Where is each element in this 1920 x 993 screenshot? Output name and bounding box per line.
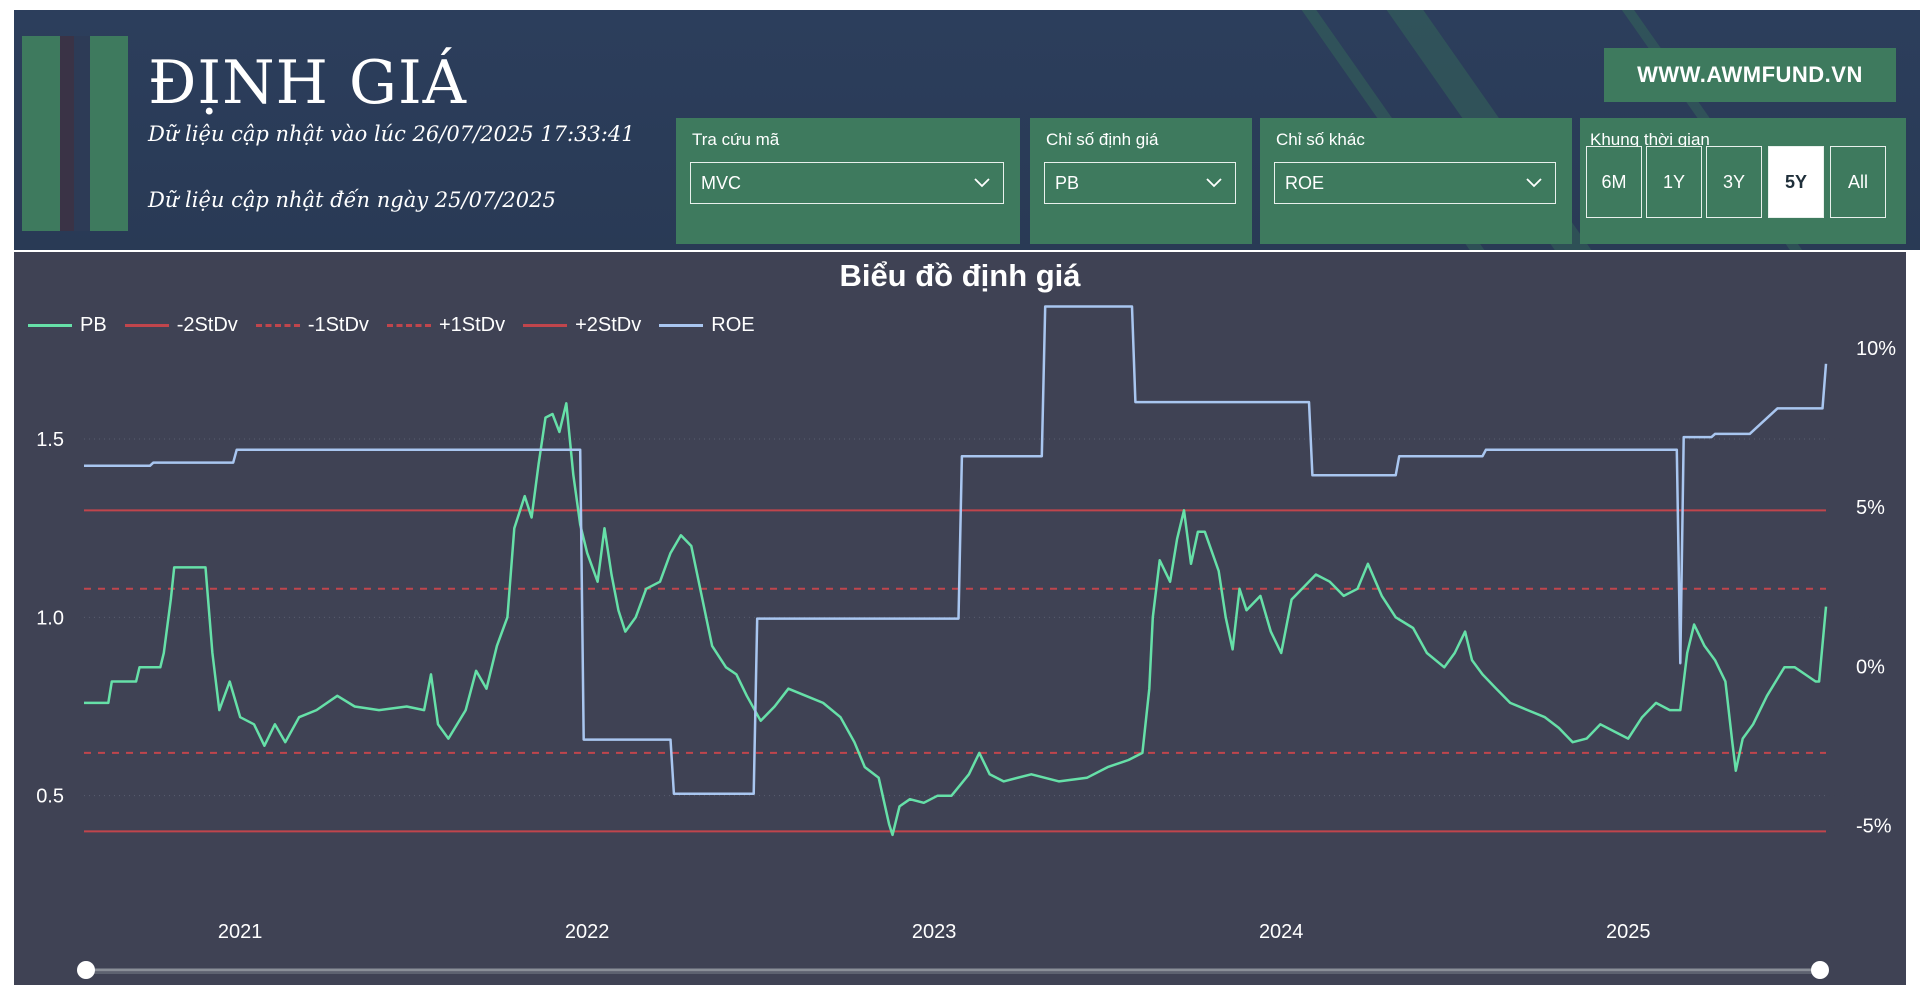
legend-item[interactable]: -2StDv — [124, 314, 238, 337]
x-tick-label: 2024 — [1259, 921, 1304, 943]
legend-item[interactable]: PB — [28, 314, 107, 337]
chevron-down-icon — [1526, 178, 1542, 188]
timeframe-button-1y[interactable]: 1Y — [1646, 146, 1702, 218]
x-tick-label: 2023 — [912, 921, 957, 943]
logo — [22, 36, 128, 231]
chart-legend: PB -2StDv -1StDv +1StDv +2StDv ROE — [28, 314, 773, 337]
chevron-down-icon — [1206, 178, 1222, 188]
legend-swatch — [523, 324, 568, 327]
legend-swatch — [386, 324, 431, 327]
other-filter-label: Chỉ số khác — [1276, 130, 1365, 149]
y-right-tick-label: 10% — [1856, 338, 1896, 360]
series-line-pb — [84, 402, 1828, 837]
legend-swatch — [124, 324, 169, 327]
legend-label: PB — [80, 314, 107, 336]
other-select[interactable]: ROE — [1274, 162, 1556, 204]
ticker-select[interactable]: MVC — [690, 162, 1004, 204]
legend-item[interactable]: +2StDv — [523, 314, 641, 337]
series-line-roe — [84, 305, 1828, 796]
ticker-select-value: MVC — [701, 172, 741, 193]
y-right-tick-label: 0% — [1856, 656, 1885, 678]
y-right-tick-label: -5% — [1856, 816, 1892, 838]
timeframe-button-6m[interactable]: 6M — [1586, 146, 1642, 218]
other-select-value: ROE — [1285, 172, 1325, 193]
legend-label: +1StDv — [438, 314, 506, 336]
data-until-text: Dữ liệu cập nhật đến ngày 25/07/2025 — [148, 188, 556, 212]
legend-item[interactable]: +1StDv — [386, 314, 506, 337]
legend-swatch — [255, 324, 300, 327]
valuation-select-value: PB — [1055, 172, 1080, 193]
timeframe-button-3y[interactable]: 3Y — [1706, 146, 1762, 218]
legend-label: ROE — [711, 314, 755, 336]
valuation-filter-label: Chỉ số định giá — [1046, 130, 1159, 149]
y-right-tick-label: 5% — [1856, 497, 1885, 519]
website-link[interactable]: WWW.AWMFUND.VN — [1604, 48, 1896, 102]
ticker-filter-panel: Tra cứu mã MVC — [676, 118, 1020, 244]
y-left-tick-label: 1.5 — [36, 429, 64, 451]
y-left-tick-label: 0.5 — [36, 786, 64, 808]
ticker-filter-label: Tra cứu mã — [692, 130, 780, 149]
page-title: ĐỊNH GIÁ — [148, 48, 467, 118]
y-left-tick-label: 1.0 — [36, 607, 64, 629]
x-tick-label: 2025 — [1606, 921, 1651, 943]
legend-label: -1StDv — [307, 314, 369, 336]
legend-swatch — [28, 324, 72, 327]
chart-title: Biểu đồ định giá — [839, 258, 1081, 293]
timeframe-button-5y[interactable]: 5Y — [1768, 146, 1824, 218]
chart-canvas: 0.5 1.0 1.5 -5% 0% 5% 10% 2021 2022 2023 2024 2025 — [36, 305, 1896, 979]
legend-item[interactable]: ROE — [659, 314, 755, 337]
range-slider-end-handle[interactable] — [1811, 961, 1829, 979]
x-tick-label: 2021 — [218, 921, 263, 943]
legend-label: -2StDv — [176, 314, 238, 336]
header: ĐỊNH GIÁ Dữ liệu cập nhật vào lúc 26/07/… — [14, 10, 1920, 250]
legend-swatch — [659, 324, 704, 327]
x-tick-label: 2022 — [565, 921, 610, 943]
updated-at-text: Dữ liệu cập nhật vào lúc 26/07/2025 17:3… — [148, 122, 635, 146]
timeframe-button-all[interactable]: All — [1830, 146, 1886, 218]
valuation-select[interactable]: PB — [1044, 162, 1236, 204]
legend-item[interactable]: -1StDv — [255, 314, 369, 337]
chevron-down-icon — [974, 178, 990, 188]
range-slider-start-handle[interactable] — [77, 961, 95, 979]
valuation-filter-panel: Chỉ số định giá PB — [1030, 118, 1252, 244]
timeframe-label: Khung thời gian — [1590, 130, 1710, 149]
valuation-chart: 0.5 1.0 1.5 -5% 0% 5% 10% 2021 2022 2023 2024 2025 … — [14, 252, 1906, 985]
legend-label: +2StDv — [575, 314, 642, 336]
other-filter-panel: Chỉ số khác ROE — [1260, 118, 1572, 244]
